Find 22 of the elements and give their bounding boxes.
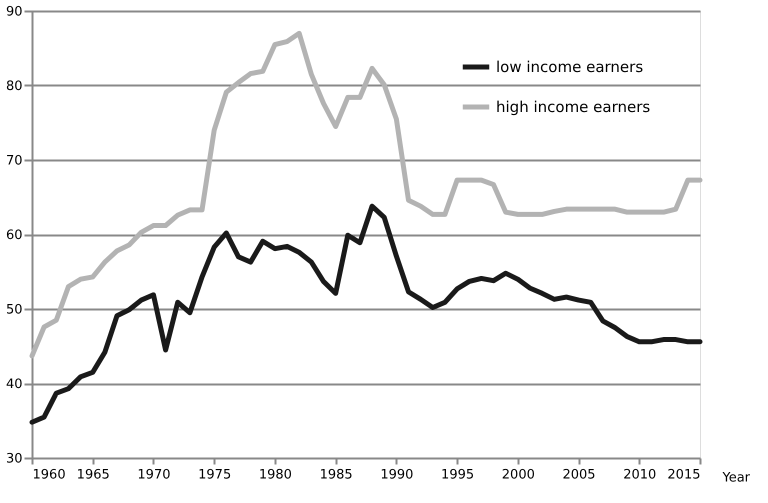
x-tick-label: 2005 [562, 468, 596, 482]
x-tick-label: 1970 [137, 468, 170, 482]
x-tick-label: 1985 [320, 468, 353, 482]
y-tick-label: 90 [6, 4, 22, 20]
y-tick-label: 50 [6, 302, 22, 318]
legend-label: high income earners [496, 98, 650, 116]
y-tick-label: 60 [6, 228, 22, 243]
x-tick-label: 1975 [198, 468, 232, 482]
x-tick-label: 1990 [380, 468, 414, 482]
y-tick-label: 70 [6, 154, 22, 168]
x-tick-label: 1960 [32, 468, 66, 482]
x-tick-label: 1995 [441, 468, 474, 482]
x-tick-label: 2015 [667, 468, 700, 482]
y-tick-label: 30 [6, 452, 22, 466]
x-tick-label: 1980 [258, 468, 292, 482]
x-tick-label: 2010 [623, 468, 656, 482]
y-tick-label: 40 [6, 377, 22, 392]
legend-label: low income earners [496, 58, 644, 76]
x-tick-label: 1965 [76, 468, 110, 482]
y-tick-label: 80 [6, 79, 22, 94]
x-tick-label: 2000 [502, 468, 535, 482]
x-axis-title: Year [722, 470, 751, 486]
